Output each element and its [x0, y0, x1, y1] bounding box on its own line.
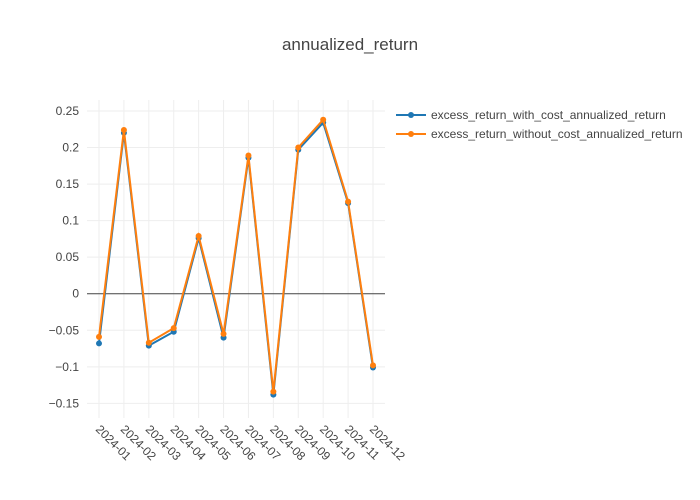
- data-point[interactable]: [370, 362, 376, 369]
- data-point[interactable]: [96, 333, 102, 340]
- data-point[interactable]: [220, 330, 227, 337]
- legend-marker-swatch: [408, 131, 414, 137]
- x-axis-ticks: 2024-012024-022024-032024-042024-052024-…: [93, 422, 408, 463]
- data-point[interactable]: [345, 198, 352, 205]
- data-point[interactable]: [96, 340, 102, 347]
- y-tick-label: −0.15: [49, 396, 80, 410]
- series-layer: [96, 116, 376, 398]
- data-point[interactable]: [320, 116, 327, 123]
- data-point[interactable]: [170, 325, 177, 332]
- y-tick-label: 0.05: [56, 250, 80, 264]
- y-tick-label: 0.2: [62, 141, 79, 155]
- data-point[interactable]: [245, 152, 252, 159]
- y-tick-label: −0.05: [49, 323, 80, 337]
- series-line: [98, 120, 374, 395]
- legend[interactable]: excess_return_with_cost_annualized_retur…: [396, 108, 683, 141]
- y-gridlines: [87, 110, 385, 404]
- data-point[interactable]: [195, 232, 202, 239]
- x-gridlines: [98, 100, 374, 418]
- y-tick-label: −0.1: [55, 360, 79, 374]
- chart-title: annualized_return: [282, 35, 418, 54]
- y-tick-label: 0.25: [56, 104, 80, 118]
- legend-label: excess_return_without_cost_annualized_re…: [431, 127, 683, 141]
- data-point[interactable]: [270, 388, 277, 395]
- y-tick-label: 0.15: [56, 177, 80, 191]
- data-point[interactable]: [145, 339, 152, 346]
- legend-marker-swatch: [408, 112, 414, 118]
- legend-label: excess_return_with_cost_annualized_retur…: [431, 108, 666, 122]
- series-line: [98, 117, 374, 392]
- legend-item-2[interactable]: excess_return_without_cost_annualized_re…: [396, 127, 683, 141]
- data-point[interactable]: [295, 144, 302, 151]
- series-2: [96, 116, 376, 395]
- data-point[interactable]: [120, 126, 127, 133]
- y-tick-label: 0: [72, 287, 79, 301]
- y-tick-label: 0.1: [62, 214, 79, 228]
- y-axis-ticks: −0.15 −0.1 −0.05 0 0.05 0.1 0.15 0.2 0.25: [49, 104, 80, 410]
- legend-item-1[interactable]: excess_return_with_cost_annualized_retur…: [396, 108, 666, 122]
